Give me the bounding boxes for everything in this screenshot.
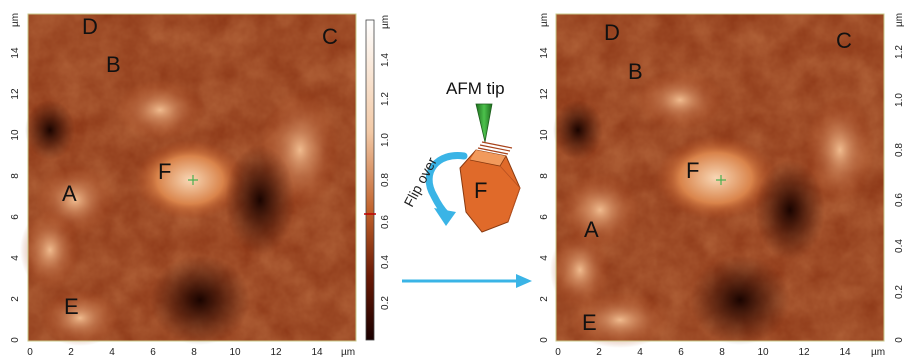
right-x-tick: 4 — [637, 347, 643, 358]
crosshair-marker — [716, 175, 726, 185]
left-x-tick: 12 — [270, 347, 282, 358]
label-c-left: C — [322, 24, 338, 49]
left-y-tick: 10 — [10, 129, 21, 141]
right-y-tick: 2 — [539, 296, 550, 302]
left-colorbar-tick: 0.8 — [380, 173, 391, 187]
left-x-tick: 14 — [311, 347, 323, 358]
right-colorbar-tick: 0 — [894, 337, 905, 343]
right-colorbar-ticks: µm 1.2 1.0 0.8 0.6 0.4 0.2 0 — [894, 13, 905, 343]
left-x-tick: 6 — [150, 347, 156, 358]
afm-tip-icon — [475, 103, 493, 143]
left-y-tick: 0 — [10, 337, 21, 343]
label-a-left: A — [62, 181, 77, 206]
left-x-tick: 8 — [191, 347, 197, 358]
left-y-tick: 12 — [10, 88, 21, 100]
left-x-tick: 4 — [109, 347, 115, 358]
left-x-tick: 10 — [229, 347, 241, 358]
right-x-tick: 12 — [798, 347, 810, 358]
left-x-tick: 2 — [68, 347, 74, 358]
label-f-right: F — [686, 158, 699, 183]
right-colorbar-unit: µm — [894, 13, 905, 27]
left-x-unit: µm — [341, 347, 355, 358]
label-f-left: F — [158, 159, 171, 184]
left-y-tick: 6 — [10, 214, 21, 220]
left-colorbar-tick: 0.2 — [380, 296, 391, 310]
label-a-right: A — [584, 217, 599, 242]
label-d-right: D — [604, 20, 620, 45]
right-colorbar-tick: 1.2 — [894, 45, 905, 59]
left-colorbar-unit: µm — [380, 15, 391, 29]
right-colorbar-tick: 0.8 — [894, 143, 905, 157]
left-y-tick: 8 — [10, 173, 21, 179]
right-x-tick: 0 — [555, 347, 561, 358]
left-y-tick: 14 — [10, 47, 21, 59]
right-x-tick: 2 — [596, 347, 602, 358]
right-colorbar-tick: 1.0 — [894, 93, 905, 107]
crosshair-marker — [188, 175, 198, 185]
left-colorbar-tick: 0.4 — [380, 255, 391, 269]
label-d-left: D — [82, 14, 98, 39]
right-x-unit: µm — [871, 347, 885, 358]
right-colorbar-tick: 0.4 — [894, 239, 905, 253]
right-y-axis: 0 2 4 6 8 10 12 14 µm — [539, 13, 550, 343]
right-colorbar-tick: 0.2 — [894, 285, 905, 299]
right-x-tick: 10 — [757, 347, 769, 358]
right-y-tick: 4 — [539, 255, 550, 261]
right-y-tick: 6 — [539, 214, 550, 220]
label-b-right: B — [628, 59, 643, 84]
crystal-label: F — [474, 178, 487, 203]
right-afm-image — [550, 13, 885, 348]
right-y-tick: 14 — [539, 47, 550, 59]
label-c-right: C — [836, 28, 852, 53]
crystal-icon — [459, 141, 521, 233]
left-y-tick: 2 — [10, 296, 21, 302]
flip-arrowhead-icon — [434, 208, 456, 226]
right-y-unit: µm — [539, 13, 550, 27]
right-x-axis: 0 2 4 6 8 10 12 14 µm — [555, 347, 885, 358]
right-x-tick: 8 — [719, 347, 725, 358]
right-y-tick: 0 — [539, 337, 550, 343]
left-colorbar-tick: 1.0 — [380, 133, 391, 147]
right-y-tick: 12 — [539, 88, 550, 100]
right-y-tick: 8 — [539, 173, 550, 179]
right-region-labels: D B C A F E — [582, 20, 852, 335]
left-colorbar: µm 1.4 1.2 1.0 0.8 0.6 0.4 0.2 — [364, 15, 391, 341]
right-colorbar-tick: 0.6 — [894, 193, 905, 207]
left-y-axis: 0 2 4 6 8 10 12 14 µm — [10, 13, 21, 343]
left-y-tick: 4 — [10, 255, 21, 261]
label-b-left: B — [106, 52, 121, 77]
transition-arrow-icon — [402, 274, 532, 288]
right-x-tick: 14 — [839, 347, 851, 358]
right-y-tick: 10 — [539, 129, 550, 141]
left-region-labels: D B C A F E — [62, 14, 338, 319]
left-colorbar-tick: 0.6 — [380, 215, 391, 229]
left-x-tick: 0 — [27, 347, 33, 358]
schematic: AFM tip F Flip over — [401, 79, 532, 288]
left-x-axis: 0 2 4 6 8 10 12 14 µm — [27, 347, 355, 358]
right-x-tick: 6 — [678, 347, 684, 358]
left-colorbar-tick: 1.4 — [380, 53, 391, 67]
label-e-right: E — [582, 310, 597, 335]
left-afm-image — [20, 13, 357, 346]
afm-tip-label: AFM tip — [446, 79, 505, 98]
left-y-unit: µm — [10, 13, 21, 27]
left-colorbar-tick: 1.2 — [380, 92, 391, 106]
label-e-left: E — [64, 294, 79, 319]
